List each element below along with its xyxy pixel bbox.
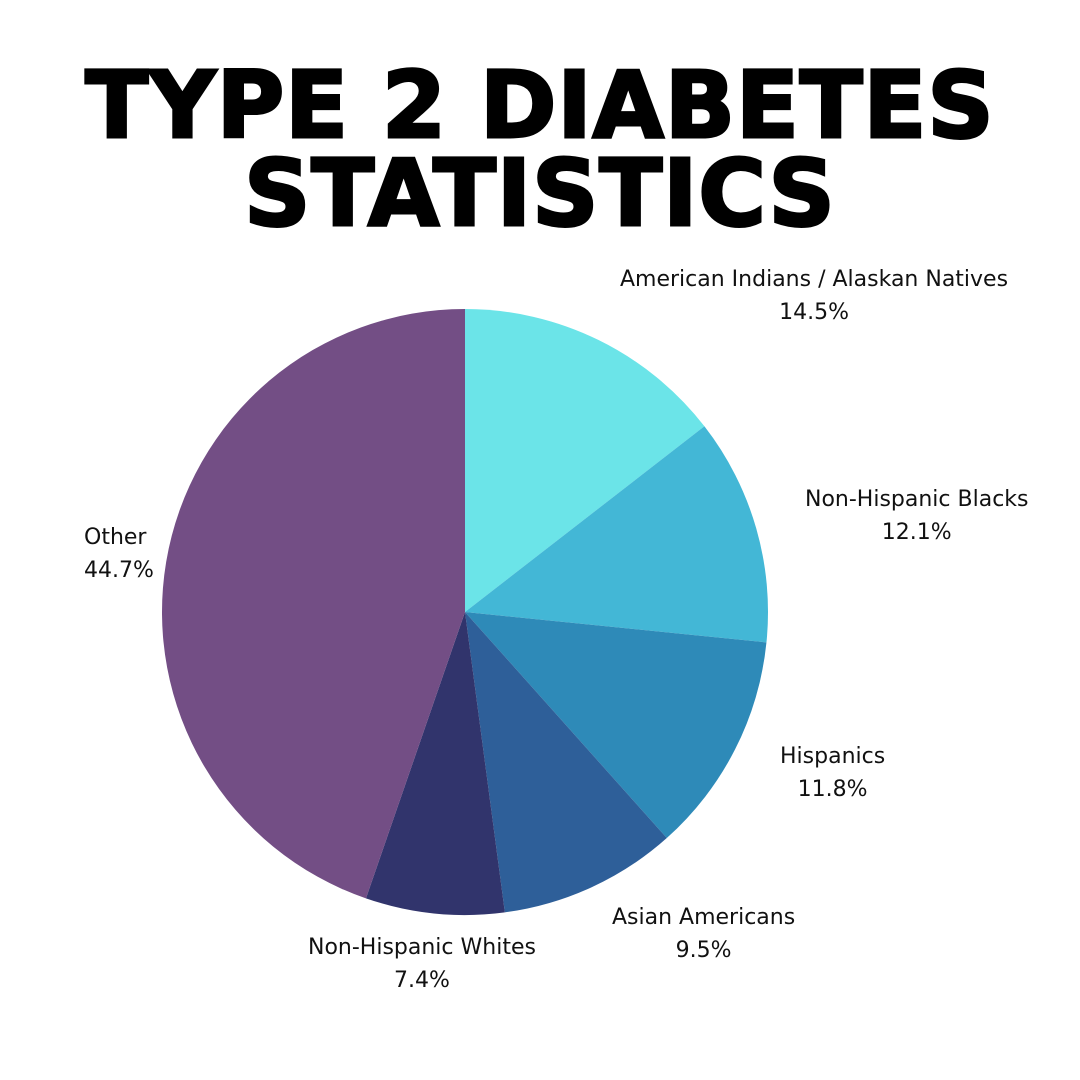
label-name: Other	[84, 525, 147, 550]
label-pct: 12.1%	[881, 520, 952, 545]
label-pct: 7.4%	[394, 968, 450, 993]
label-american-indians: American Indians / Alaskan Natives 14.5%	[620, 263, 1008, 329]
label-name: Non-Hispanic Blacks	[805, 487, 1029, 512]
label-name: American Indians / Alaskan Natives	[620, 267, 1009, 292]
label-pct: 14.5%	[779, 300, 849, 325]
label-name: Non-Hispanic Whites	[308, 935, 536, 960]
title-line-1: TYPE 2 DIABETES	[84, 52, 995, 159]
label-asian-americans: Asian Americans 9.5%	[612, 901, 795, 967]
label-hispanics: Hispanics 11.8%	[780, 740, 885, 806]
pie-slice-non-hispanic-blacks	[465, 426, 769, 643]
label-pct: 44.7%	[84, 558, 154, 583]
pie-slice-non-hispanic-whites	[365, 612, 505, 915]
pie-slice-asian-americans	[465, 612, 667, 913]
pie-slice-other	[161, 309, 465, 899]
label-name: Hispanics	[780, 744, 886, 769]
chart-title: TYPE 2 DIABETES STATISTICS	[0, 52, 1080, 247]
label-pct: 11.8%	[797, 777, 868, 802]
label-non-hispanic-whites: Non-Hispanic Whites 7.4%	[308, 931, 536, 997]
label-other: Other 44.7%	[84, 521, 154, 587]
label-name: Asian Americans	[612, 905, 796, 930]
label-pct: 9.5%	[675, 938, 732, 963]
label-non-hispanic-blacks: Non-Hispanic Blacks 12.1%	[805, 483, 1029, 549]
pie-slice-american-indians-alaskan-natives	[465, 309, 705, 612]
pie-slice-hispanics	[465, 612, 767, 839]
title-line-2: STATISTICS	[243, 140, 837, 247]
